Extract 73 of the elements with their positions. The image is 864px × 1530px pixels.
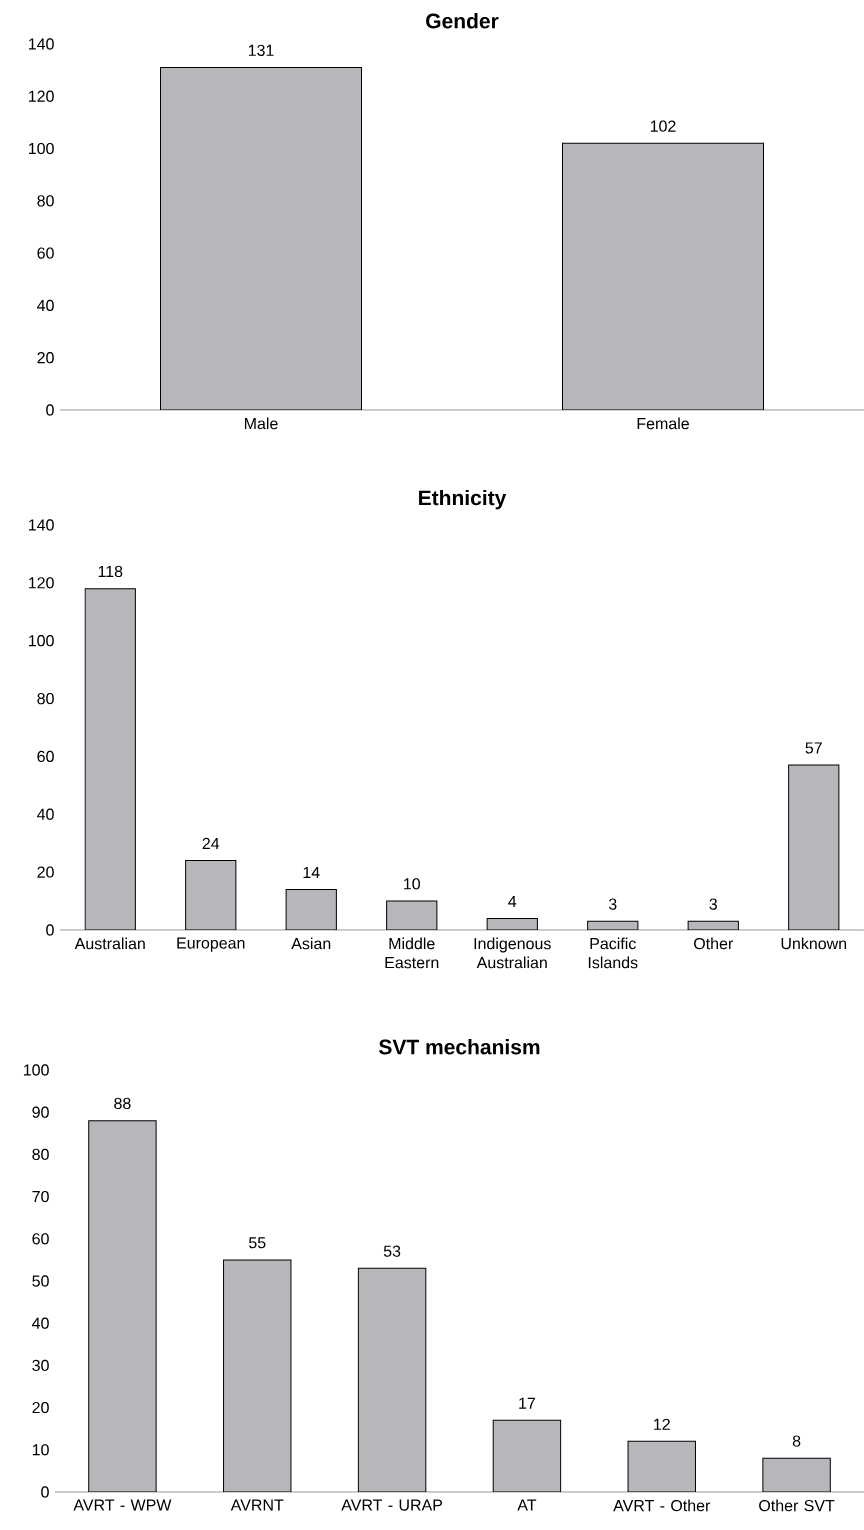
y-tick-label: 80 (37, 692, 54, 705)
y-tick-label: 40 (32, 1317, 49, 1329)
y-tick-label: 80 (32, 1148, 49, 1161)
data-label: 3 (608, 898, 617, 910)
data-label: 17 (519, 1397, 536, 1409)
bar (358, 1268, 426, 1492)
y-tick-label: 40 (37, 808, 54, 820)
x-tick-label: Australian (74, 937, 145, 950)
y-tick-label: 90 (32, 1106, 49, 1118)
y-tick-label: 80 (37, 195, 54, 207)
x-tick-label: AT (517, 1499, 537, 1511)
y-tick-label: 20 (37, 352, 54, 364)
y-tick-label: 20 (32, 1401, 49, 1414)
data-label: 53 (383, 1245, 401, 1257)
data-label: 4 (508, 895, 517, 907)
y-tick-label: 50 (32, 1275, 49, 1287)
bar (628, 1441, 696, 1492)
x-tick-label: European (177, 937, 245, 952)
bar (788, 764, 840, 930)
data-label: 118 (98, 565, 123, 578)
bar (386, 901, 437, 930)
data-label: 12 (654, 1418, 670, 1430)
bar (223, 1259, 291, 1492)
x-tick-label: Asian (291, 937, 331, 950)
y-tick-label: 100 (29, 635, 54, 647)
bar (185, 860, 236, 930)
x-tick-label: Pacific Islands (588, 937, 638, 969)
x-tick-label: Unknown (781, 937, 847, 950)
x-tick-label: AVRNT (230, 1499, 284, 1511)
data-label: 24 (202, 837, 220, 850)
y-tick-label: 100 (24, 1064, 49, 1076)
y-tick-label: 20 (37, 866, 54, 878)
y-tick-label: 70 (32, 1190, 49, 1203)
y-tick-label: 140 (29, 38, 54, 50)
bar (88, 1120, 157, 1492)
data-label: 10 (404, 878, 421, 890)
data-label: 131 (248, 44, 274, 56)
chart-title: Gender (426, 13, 499, 29)
x-tick-label: Female (637, 417, 689, 430)
data-label: 55 (249, 1237, 266, 1249)
bar (286, 889, 337, 930)
x-tick-label: Other (694, 937, 733, 950)
y-tick-label: 120 (29, 577, 54, 589)
data-label: 102 (650, 120, 676, 132)
y-tick-label: 0 (41, 1486, 49, 1498)
x-tick-label: AVRT - URAP (341, 1499, 443, 1511)
y-tick-label: 60 (37, 750, 54, 763)
y-tick-label: 140 (29, 519, 54, 531)
data-label: 8 (792, 1435, 801, 1447)
x-tick-label: Middle Eastern (385, 937, 439, 969)
data-label: 88 (114, 1097, 131, 1110)
data-label: 3 (709, 898, 717, 910)
y-tick-label: 120 (29, 90, 54, 102)
y-tick-label: 0 (46, 404, 54, 416)
x-tick-label: Other SVT (759, 1499, 835, 1512)
y-tick-label: 40 (37, 299, 54, 312)
x-tick-label: AVRT - Other (613, 1499, 711, 1512)
y-tick-label: 30 (32, 1359, 49, 1372)
bar (762, 1457, 831, 1492)
chart-title: Ethnicity (419, 489, 507, 510)
y-tick-label: 60 (37, 247, 54, 259)
data-label: 14 (303, 866, 320, 878)
x-tick-label: Indigenous Australian (474, 937, 551, 969)
chart-title: SVT mechanism (379, 1039, 540, 1055)
x-tick-label: AVRT - WPW (73, 1499, 172, 1511)
data-label: 57 (805, 742, 822, 754)
y-tick-label: 0 (46, 924, 54, 936)
bar (85, 588, 136, 930)
y-tick-label: 100 (29, 142, 54, 155)
x-tick-label: Male (244, 417, 278, 430)
bar (493, 1420, 561, 1492)
y-tick-label: 10 (32, 1444, 49, 1456)
y-tick-label: 60 (32, 1233, 49, 1245)
